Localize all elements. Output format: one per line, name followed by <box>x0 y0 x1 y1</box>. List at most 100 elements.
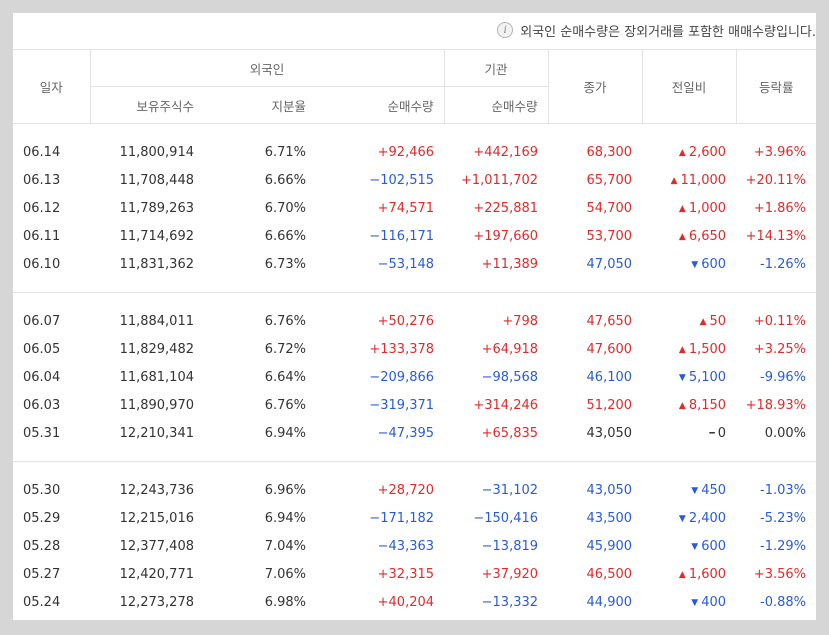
row-close: 53,700 <box>586 228 633 244</box>
row-date: 05.28 <box>23 538 61 554</box>
row-rate: -5.23% <box>760 510 807 526</box>
header-foreign-holdings: 보유주식수 <box>89 86 204 124</box>
info-icon[interactable]: i <box>497 22 514 38</box>
row-change: 600 <box>642 532 736 560</box>
row-ratio: 6.76% <box>264 397 306 413</box>
table-row: 05.27 12,420,771 7.06% +32,315 +37,920 46,500… <box>13 560 816 588</box>
row-ratio: 6.76% <box>264 313 306 329</box>
row-date: 06.05 <box>23 341 61 357</box>
row-foreign-net: +74,571 <box>377 200 435 216</box>
row-close: 51,200 <box>586 397 633 413</box>
row-close: 47,650 <box>586 313 633 329</box>
group-spacer <box>13 462 816 477</box>
row-close: 43,500 <box>586 510 633 526</box>
row-rate: +0.11% <box>753 313 807 329</box>
table-row: 05.30 12,243,736 6.96% +28,720 −31,102 43,050… <box>13 476 816 504</box>
table-row: 06.05 11,829,482 6.72% +133,378 +64,918 47,60… <box>13 335 816 363</box>
row-foreign-net: −319,371 <box>369 397 435 413</box>
trading-table: 일자 외국인 기관 종가 전일비 등락률 보유주식수 지분율 순매수량 순매수량… <box>13 49 816 616</box>
row-rate: -1.26% <box>760 256 807 272</box>
row-holdings: 11,884,011 <box>119 313 194 329</box>
row-close: 46,100 <box>586 369 633 385</box>
table-row: 06.04 11,681,104 6.64% −209,866 −98,568 46,10… <box>13 363 816 391</box>
row-change: 1,600 <box>642 560 736 588</box>
row-date: 05.30 <box>23 482 61 498</box>
header-foreign-ratio: 지분율 <box>204 86 316 124</box>
row-institution-net: +442,169 <box>473 144 539 160</box>
row-close: 47,050 <box>586 256 633 272</box>
row-rate: 0.00% <box>764 425 807 441</box>
row-foreign-net: −53,148 <box>377 256 435 272</box>
table-row: 06.07 11,884,011 6.76% +50,276 +798 47,650 50 +… <box>13 307 816 335</box>
row-foreign-net: +50,276 <box>377 313 435 329</box>
row-date: 05.27 <box>23 566 61 582</box>
row-ratio: 6.73% <box>264 256 306 272</box>
row-change: 2,600 <box>642 138 736 166</box>
row-date: 06.11 <box>23 228 61 244</box>
header-change: 전일비 <box>641 49 737 124</box>
row-change: 2,400 <box>642 504 736 532</box>
table-row: 06.11 11,714,692 6.66% −116,171 +197,660 53,7… <box>13 222 816 250</box>
row-close: 68,300 <box>586 144 633 160</box>
row-institution-net: +314,246 <box>473 397 539 413</box>
row-holdings: 11,789,263 <box>119 200 194 216</box>
row-rate: +14.13% <box>745 228 807 244</box>
row-date: 06.04 <box>23 369 61 385</box>
row-date: 05.24 <box>23 594 61 610</box>
row-date: 06.13 <box>23 172 61 188</box>
row-rate: +18.93% <box>745 397 807 413</box>
table-row: 06.12 11,789,263 6.70% +74,571 +225,881 54,70… <box>13 194 816 222</box>
row-foreign-net: +133,378 <box>369 341 435 357</box>
group-divider <box>13 278 816 293</box>
row-foreign-net: −209,866 <box>369 369 435 385</box>
row-institution-net: −13,332 <box>481 594 539 610</box>
row-foreign-net: +32,315 <box>377 566 435 582</box>
row-close: 65,700 <box>586 172 633 188</box>
row-date: 05.31 <box>23 425 61 441</box>
header-close: 종가 <box>547 49 643 124</box>
header-foreign-net: 순매수량 <box>316 86 445 124</box>
row-institution-net: +37,920 <box>481 566 539 582</box>
row-institution-net: −98,568 <box>481 369 539 385</box>
table-row: 05.28 12,377,408 7.04% −43,363 −13,819 45,900… <box>13 532 816 560</box>
row-rate: -0.88% <box>760 594 807 610</box>
row-holdings: 12,273,278 <box>119 594 194 610</box>
row-rate: +1.86% <box>753 200 807 216</box>
row-institution-net: +11,389 <box>481 256 539 272</box>
notice: i 외국인 순매수량은 장외거래를 포함한 매매수량입니다. <box>497 21 816 40</box>
header-date: 일자 <box>13 49 90 124</box>
table-row: 05.31 12,210,341 6.94% −47,395 +65,835 43,050… <box>13 419 816 447</box>
group-spacer <box>13 124 816 139</box>
row-rate: +3.56% <box>753 566 807 582</box>
row-change: 8,150 <box>642 391 736 419</box>
row-ratio: 6.94% <box>264 425 306 441</box>
row-holdings: 11,831,362 <box>119 256 194 272</box>
row-holdings: 11,708,448 <box>119 172 194 188</box>
header-foreign: 외국인 <box>89 49 445 87</box>
row-ratio: 6.98% <box>264 594 306 610</box>
row-ratio: 6.94% <box>264 510 306 526</box>
row-holdings: 12,243,736 <box>119 482 194 498</box>
row-ratio: 6.66% <box>264 228 306 244</box>
row-ratio: 6.66% <box>264 172 306 188</box>
row-holdings: 12,377,408 <box>119 538 194 554</box>
row-foreign-net: −171,182 <box>369 510 435 526</box>
row-holdings: 11,890,970 <box>119 397 194 413</box>
row-rate: -1.03% <box>760 482 807 498</box>
header-rate: 등락률 <box>735 49 816 124</box>
row-institution-net: +225,881 <box>473 200 539 216</box>
group-spacer <box>13 293 816 308</box>
row-holdings: 12,210,341 <box>119 425 194 441</box>
row-date: 06.12 <box>23 200 61 216</box>
row-holdings: 11,714,692 <box>119 228 194 244</box>
row-close: 45,900 <box>586 538 633 554</box>
table-row: 06.13 11,708,448 6.66% −102,515 +1,011,702 65… <box>13 166 816 194</box>
header-institution: 기관 <box>443 49 549 87</box>
row-change: 400 <box>642 588 736 616</box>
row-ratio: 6.71% <box>264 144 306 160</box>
row-close: 46,500 <box>586 566 633 582</box>
row-ratio: 6.96% <box>264 482 306 498</box>
table-row: 06.14 11,800,914 6.71% +92,466 +442,169 68,30… <box>13 138 816 166</box>
row-change: 6,650 <box>642 222 736 250</box>
row-foreign-net: +92,466 <box>377 144 435 160</box>
